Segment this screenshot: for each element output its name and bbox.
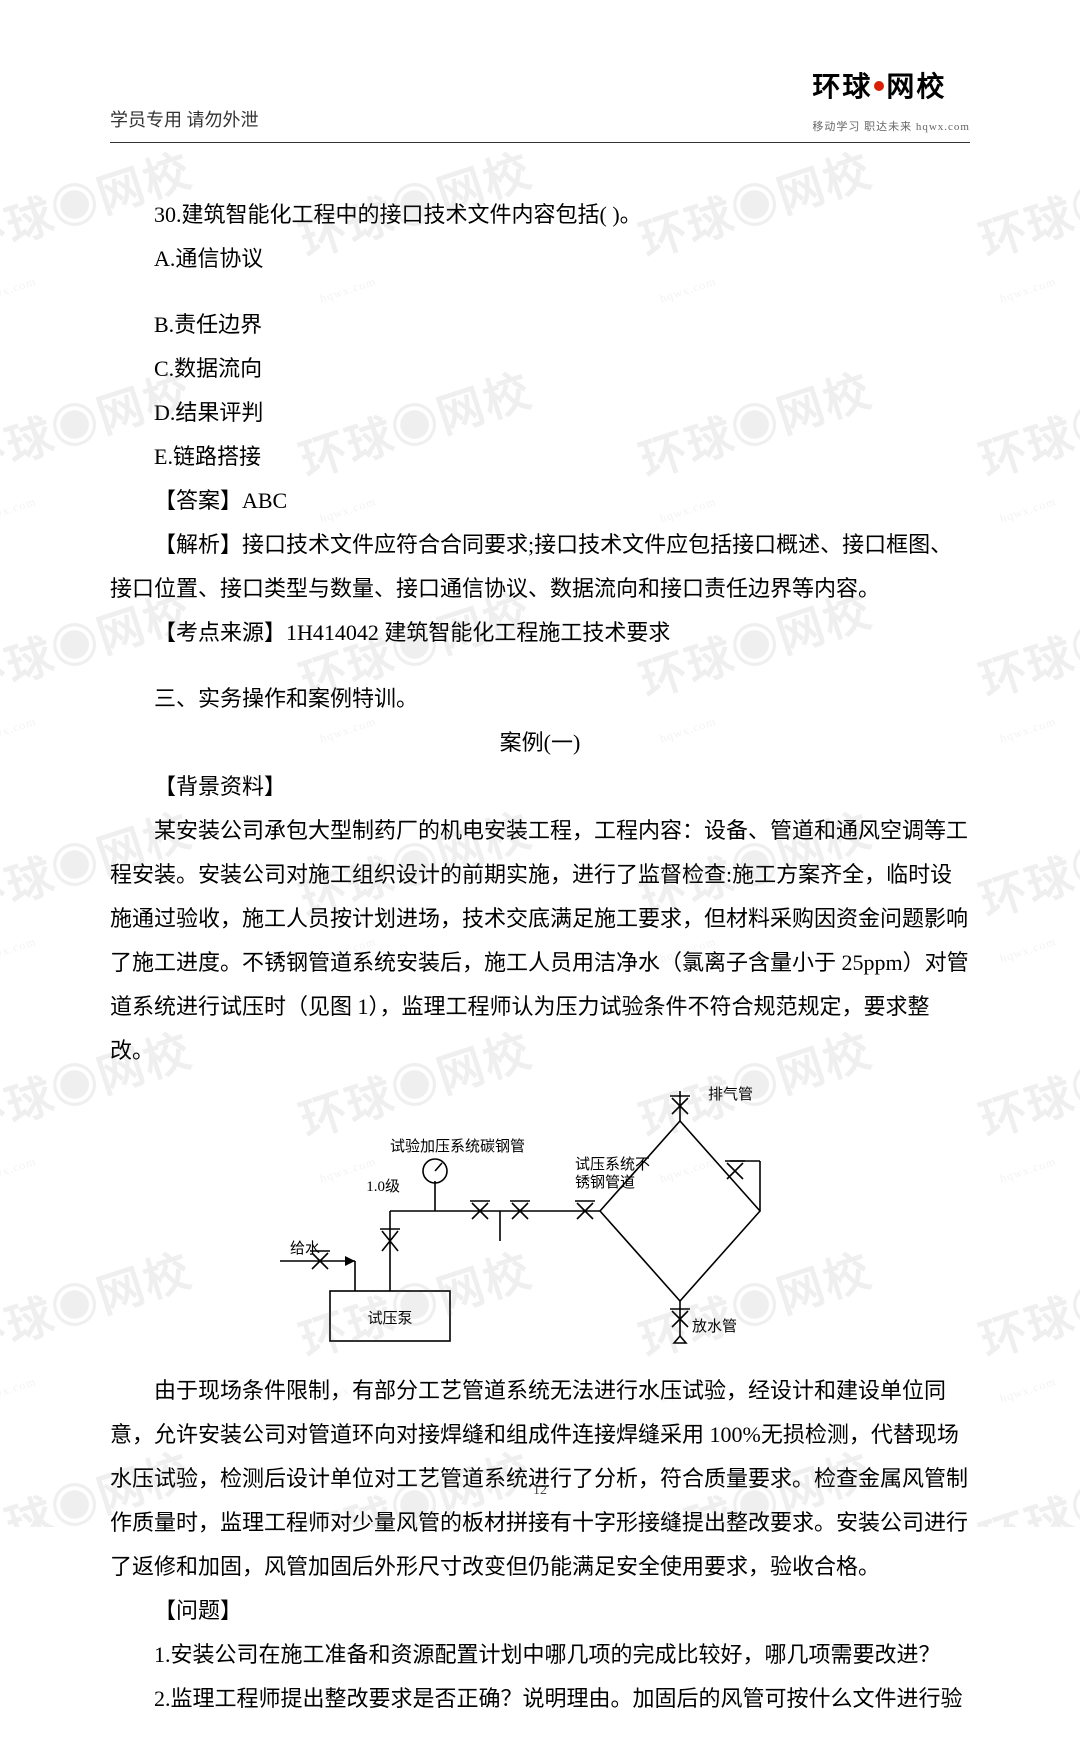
q30-opt-b: B.责任边界: [110, 303, 970, 347]
q30-opt-d: D.结果评判: [110, 391, 970, 435]
lbl-ss2: 锈钢管道: [575, 1174, 635, 1191]
q30-analysis: 【解析】接口技术文件应符合合同要求;接口技术文件应包括接口概述、接口框图、接口位…: [110, 523, 970, 611]
q30-source: 【考点来源】1H414042 建筑智能化工程施工技术要求: [110, 611, 970, 655]
page-header: 学员专用 请勿外泄 环球 网校 移动学习 职达未来 hqwx.com: [110, 60, 970, 143]
header-note: 学员专用 请勿外泄: [110, 102, 259, 138]
lbl-pump: 试压泵: [367, 1310, 412, 1327]
q2: 2.监理工程师提出整改要求是否正确？说明理由。加固后的风管可按什么文件进行验: [110, 1677, 970, 1721]
lbl-vent: 排气管: [708, 1086, 753, 1103]
q30-stem: 30.建筑智能化工程中的接口技术文件内容包括( )。: [110, 193, 970, 237]
case-label: 案例(一): [110, 721, 970, 765]
lbl-drain: 放水管: [692, 1318, 737, 1335]
figure-1: 试验加压系统碳钢管 1.0级 给水 试压泵 试压系统不 锈钢管道 排气管 放水管: [110, 1081, 970, 1361]
lbl-grade: 1.0级: [366, 1178, 400, 1195]
q30-answer: 【答案】ABC: [110, 479, 970, 523]
q-label: 【问题】: [110, 1589, 970, 1633]
brand-logo: 环球 网校 移动学习 职达未来 hqwx.com: [812, 60, 970, 138]
logo-dot-icon: [874, 81, 884, 91]
q30-opt-a: A.通信协议: [110, 237, 970, 281]
page-number: 12: [0, 1477, 1080, 1505]
bg-label: 【背景资料】: [110, 765, 970, 809]
lbl-feed: 给水: [290, 1240, 320, 1257]
q30-opt-c: C.数据流向: [110, 347, 970, 391]
pressure-test-diagram: 试验加压系统碳钢管 1.0级 给水 试压泵 试压系统不 锈钢管道 排气管 放水管: [260, 1081, 820, 1361]
logo-text-left: 环球: [812, 60, 872, 116]
logo-subtext: 移动学习 职达未来 hqwx.com: [812, 116, 970, 138]
section3-title: 三、实务操作和案例特训。: [110, 677, 970, 721]
q30-opt-e: E.链路搭接: [110, 435, 970, 479]
q1: 1.安装公司在施工准备和资源配置计划中哪几项的完成比较好，哪几项需要改进？: [110, 1633, 970, 1677]
logo-text-right: 网校: [886, 60, 946, 116]
lbl-ss1: 试压系统不: [575, 1156, 650, 1173]
lbl-press-carbon: 试验加压系统碳钢管: [390, 1138, 525, 1155]
bg-p1: 某安装公司承包大型制药厂的机电安装工程，工程内容：设备、管道和通风空调等工程安装…: [110, 809, 970, 1073]
